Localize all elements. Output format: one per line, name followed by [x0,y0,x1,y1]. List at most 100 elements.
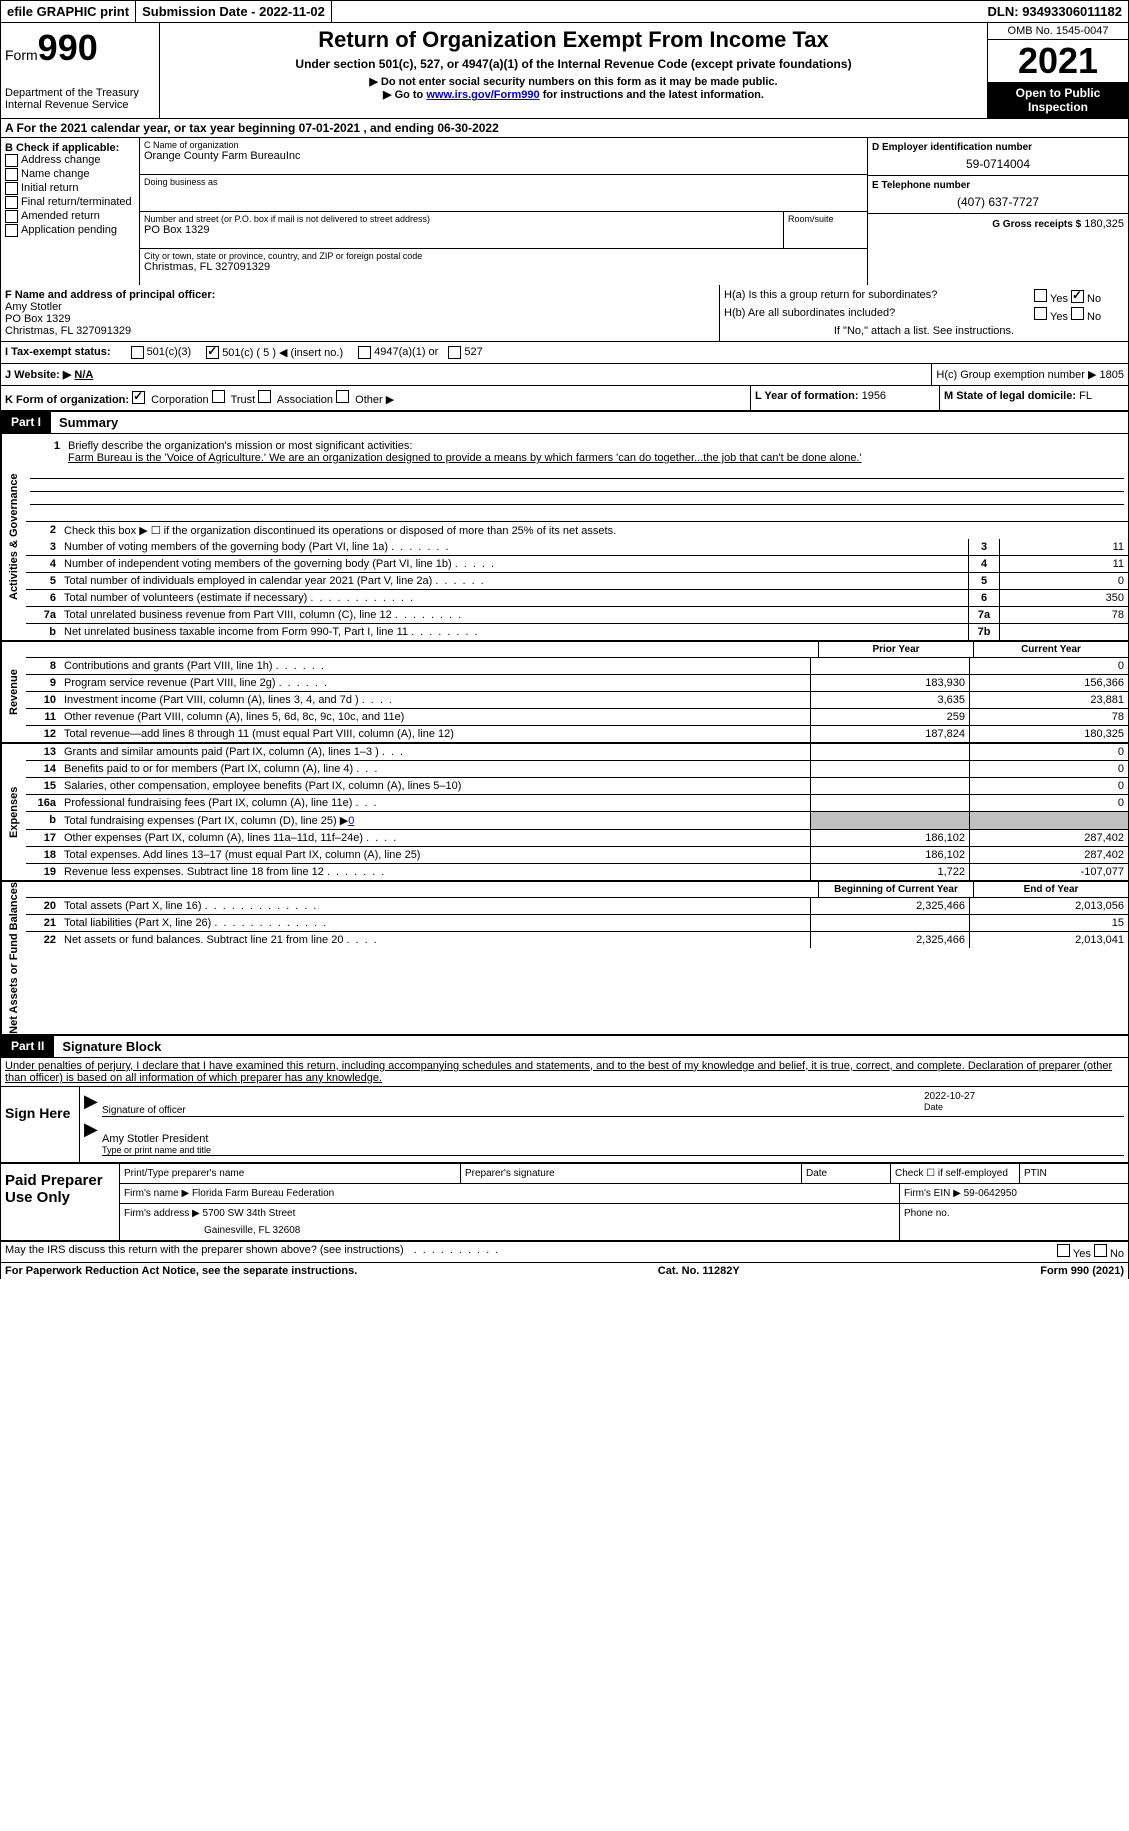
line-4-val: 11 [999,556,1128,572]
ha-no[interactable] [1071,290,1084,303]
sig-date-label: Date [924,1102,1124,1112]
discuss-no[interactable] [1094,1244,1107,1257]
hb-label: H(b) Are all subordinates included? [724,307,1034,323]
section-c: C Name of organization Orange County Far… [140,138,868,285]
line-12-current: 180,325 [969,726,1128,742]
line-7b-box: 7b [968,624,999,640]
sign-here-label: Sign Here [1,1087,80,1162]
irs-link[interactable]: www.irs.gov/Form990 [426,89,539,101]
line-12-text: Total revenue—add lines 8 through 11 (mu… [64,728,454,740]
line-13-text: Grants and similar amounts paid (Part IX… [64,746,379,758]
checkbox-amended[interactable] [5,210,18,223]
line-19-num: 19 [26,864,60,880]
tax-527[interactable] [448,346,461,359]
line-17-num: 17 [26,830,60,846]
name-change-label: Name change [21,168,90,180]
line-3-box: 3 [968,539,999,555]
line-11-num: 11 [26,709,60,725]
form-note-1: ▶ Do not enter social security numbers o… [164,75,983,88]
form-subtitle: Under section 501(c), 527, or 4947(a)(1)… [164,57,983,71]
checkbox-addr-change[interactable] [5,154,18,167]
line-2-num: 2 [26,522,60,539]
501c-label: 501(c) ( 5 ) ◀ (insert no.) [222,346,343,359]
calendar-year: A For the 2021 calendar year, or tax yea… [1,119,1128,137]
officer-addr2: Christmas, FL 327091329 [5,325,715,337]
addr-label: Number and street (or P.O. box if mail i… [144,214,779,224]
line-7a-box: 7a [968,607,999,623]
line-14-num: 14 [26,761,60,777]
part-2-title: Signature Block [54,1036,169,1057]
line-18-num: 18 [26,847,60,863]
state-domicile: FL [1079,390,1092,402]
officer-name: Amy Stotler [5,301,715,313]
line-9-num: 9 [26,675,60,691]
website-value: N/A [74,369,93,381]
amended-label: Amended return [21,210,100,222]
dln: DLN: 93493306011182 [982,1,1128,22]
app-pending-label: Application pending [21,224,117,236]
open-inspection: Open to Public Inspection [988,82,1128,118]
line-20-num: 20 [26,898,60,914]
tax-501c[interactable] [206,346,219,359]
hb-yes[interactable] [1034,307,1047,320]
org-trust[interactable] [212,390,225,403]
prep-name-label: Print/Type preparer's name [120,1164,461,1183]
line-5-num: 5 [26,573,60,589]
part-2-header: Part II Signature Block [0,1036,1129,1058]
line-17-prior: 186,102 [810,830,969,846]
line-7a-text: Total unrelated business revenue from Pa… [64,609,392,621]
ha-yes[interactable] [1034,289,1047,302]
tax-501c3[interactable] [131,346,144,359]
line-19-current: -107,077 [969,864,1128,880]
signer-name-label: Type or print name and title [102,1145,1124,1155]
org-assoc[interactable] [258,390,271,403]
line-21-begin [810,915,969,931]
checkbox-name-change[interactable] [5,168,18,181]
firm-addr2: Gainesville, FL 32608 [204,1225,895,1236]
discuss-yes-label: Yes [1073,1248,1091,1260]
line-7b-num: b [26,624,60,640]
mission-text: Farm Bureau is the 'Voice of Agriculture… [68,452,1120,464]
line-9-text: Program service revenue (Part VIII, line… [64,677,276,689]
line-15-prior [810,778,969,794]
form-header: Form990 Department of the Treasury Inter… [0,23,1129,119]
checkbox-app-pending[interactable] [5,224,18,237]
discuss-no-label: No [1110,1248,1124,1260]
hb-no[interactable] [1071,307,1084,320]
line-10-current: 23,881 [969,692,1128,708]
checkbox-initial[interactable] [5,182,18,195]
section-d: D Employer identification number 59-0714… [868,138,1128,285]
org-corp[interactable] [132,391,145,404]
final-label: Final return/terminated [21,196,132,208]
sig-arrow-1: ▶ [84,1091,102,1117]
checkbox-final[interactable] [5,196,18,209]
line-6-text: Total number of volunteers (estimate if … [64,592,307,604]
signature-field[interactable]: Signature of officer [102,1091,924,1117]
part-2-badge: Part II [1,1036,54,1057]
begin-year-header: Beginning of Current Year [818,882,973,897]
line-18-prior: 186,102 [810,847,969,863]
org-other[interactable] [336,390,349,403]
officer-label: F Name and address of principal officer: [5,289,715,301]
form-note-2: ▶ Go to www.irs.gov/Form990 for instruct… [164,88,983,101]
preparer-label: Paid Preparer Use Only [1,1164,120,1240]
tax-status-label: I Tax-exempt status: [5,346,111,359]
line-20-begin: 2,325,466 [810,898,969,914]
side-governance: Activities & Governance [1,434,26,640]
line-13-current: 0 [969,744,1128,760]
room-suite-label: Room/suite [784,212,867,249]
form-number: 990 [38,27,98,68]
discuss-yes[interactable] [1057,1244,1070,1257]
prep-self-label: Check ☐ if self-employed [891,1164,1020,1183]
line-3-val: 11 [999,539,1128,555]
line-4-box: 4 [968,556,999,572]
line-8-current: 0 [969,658,1128,674]
line-19-text: Revenue less expenses. Subtract line 18 … [64,866,324,878]
firm-name-label: Firm's name ▶ [124,1188,189,1199]
ein-label: D Employer identification number [872,142,1124,153]
part-1-badge: Part I [1,412,51,433]
line-3-text: Number of voting members of the governin… [64,541,388,553]
corp-label: Corporation [151,394,208,406]
tax-4947[interactable] [358,346,371,359]
end-year-header: End of Year [973,882,1128,897]
